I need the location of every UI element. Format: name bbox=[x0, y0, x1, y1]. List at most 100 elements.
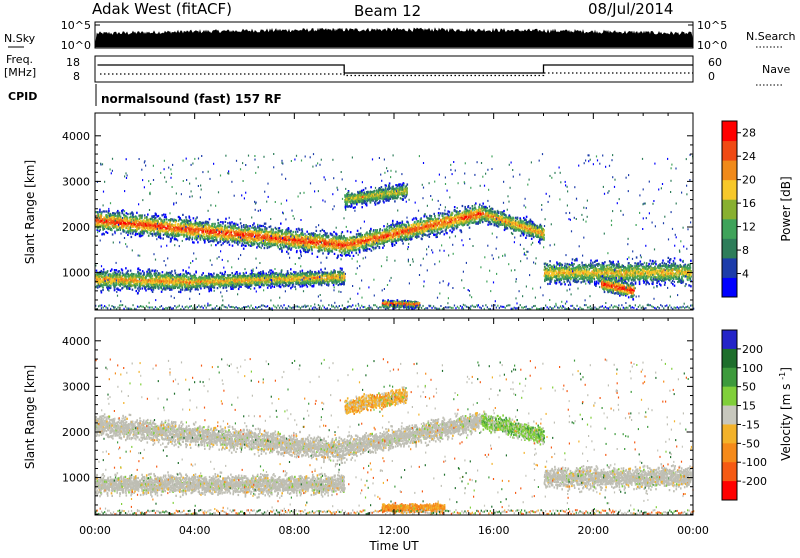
power-cell bbox=[152, 219, 154, 221]
power-cell bbox=[124, 230, 126, 232]
power-cell bbox=[333, 231, 335, 233]
power-cell bbox=[208, 224, 210, 226]
power-cell bbox=[193, 217, 195, 219]
power-cell bbox=[274, 286, 276, 288]
power-cell bbox=[139, 285, 141, 287]
power-cell bbox=[220, 284, 222, 286]
power-cell bbox=[245, 245, 247, 247]
power-cell bbox=[181, 284, 183, 286]
power-cell bbox=[153, 231, 155, 233]
power-cell bbox=[261, 277, 263, 279]
power-cell bbox=[241, 245, 243, 247]
power-cell bbox=[248, 286, 250, 288]
power-cell bbox=[104, 228, 106, 230]
power-cell bbox=[208, 288, 210, 290]
power-cell bbox=[100, 215, 102, 217]
power-cell bbox=[306, 236, 308, 238]
power-cell bbox=[270, 230, 272, 232]
power-cell bbox=[112, 233, 114, 235]
power-cell bbox=[280, 240, 282, 242]
power-cell bbox=[138, 281, 140, 283]
power-cell bbox=[228, 236, 230, 238]
power-cell bbox=[220, 224, 222, 226]
power-cell bbox=[291, 247, 293, 249]
power-cell bbox=[247, 238, 249, 240]
power-cell bbox=[135, 279, 137, 281]
power-cell bbox=[336, 249, 338, 251]
power-cell bbox=[101, 212, 103, 214]
power-cell bbox=[198, 232, 200, 234]
power-cell bbox=[164, 223, 166, 225]
power-cell bbox=[231, 231, 233, 233]
power-cell bbox=[266, 227, 268, 229]
power-cell bbox=[332, 234, 334, 236]
power-cell bbox=[189, 225, 191, 227]
power-cell bbox=[181, 234, 183, 236]
power-cell bbox=[136, 290, 138, 292]
power-cell bbox=[179, 284, 181, 286]
power-cell bbox=[230, 274, 232, 276]
power-cell bbox=[125, 215, 127, 217]
power-cell bbox=[243, 244, 245, 246]
power-cell bbox=[216, 235, 218, 237]
power-cell bbox=[339, 251, 341, 253]
power-cell bbox=[199, 276, 201, 278]
power-cell bbox=[246, 277, 248, 279]
power-cell bbox=[198, 233, 200, 235]
power-cell bbox=[271, 283, 273, 285]
power-cell bbox=[166, 228, 168, 230]
power-cell bbox=[152, 291, 154, 293]
power-cell bbox=[168, 219, 170, 221]
power-cell bbox=[239, 273, 241, 275]
nsky-label: N.Sky bbox=[4, 32, 36, 45]
power-cell bbox=[140, 223, 142, 225]
power-cell bbox=[212, 278, 214, 280]
power-cell bbox=[131, 219, 133, 221]
power-cell bbox=[158, 215, 160, 217]
power-cell bbox=[327, 235, 329, 237]
power-cell bbox=[139, 215, 141, 217]
power-cell bbox=[144, 214, 146, 216]
power-cell bbox=[174, 238, 176, 240]
power-cell bbox=[257, 243, 259, 245]
power-cell bbox=[230, 281, 232, 283]
power-cell bbox=[102, 279, 104, 281]
power-cell bbox=[189, 238, 191, 240]
power-cell bbox=[322, 229, 324, 231]
power-cell bbox=[326, 232, 328, 234]
power-cell bbox=[125, 275, 127, 277]
power-cell bbox=[209, 218, 211, 220]
power-cell bbox=[118, 283, 120, 285]
power-cell bbox=[271, 228, 273, 230]
power-cell bbox=[146, 231, 148, 233]
power-cell bbox=[225, 221, 227, 223]
power-cell bbox=[334, 253, 336, 255]
power-cell bbox=[317, 256, 319, 258]
power-cell bbox=[224, 271, 226, 273]
power-cell bbox=[288, 245, 290, 247]
power-cell bbox=[157, 232, 159, 234]
power-cell bbox=[294, 245, 296, 247]
power-cell bbox=[103, 268, 105, 270]
power-cell bbox=[162, 238, 164, 240]
power-cell bbox=[204, 233, 206, 235]
power-cell bbox=[245, 275, 247, 277]
power-cell bbox=[150, 280, 152, 282]
power-cell bbox=[230, 223, 232, 225]
power-cell bbox=[286, 284, 288, 286]
nave-tick-bottom: 0 bbox=[708, 70, 715, 83]
power-cell bbox=[233, 223, 235, 225]
power-cell bbox=[325, 245, 327, 247]
power-cell bbox=[243, 248, 245, 250]
power-cell bbox=[300, 250, 302, 252]
power-cell bbox=[243, 224, 245, 226]
power-cell bbox=[210, 230, 212, 232]
power-cell bbox=[214, 223, 216, 225]
nave-tick-top: 60 bbox=[708, 56, 722, 69]
nave-label: Nave bbox=[762, 63, 790, 76]
power-cell bbox=[139, 288, 141, 290]
power-cell bbox=[143, 273, 145, 275]
power-cell bbox=[233, 225, 235, 227]
power-cell bbox=[150, 218, 152, 220]
power-cell bbox=[210, 288, 212, 290]
